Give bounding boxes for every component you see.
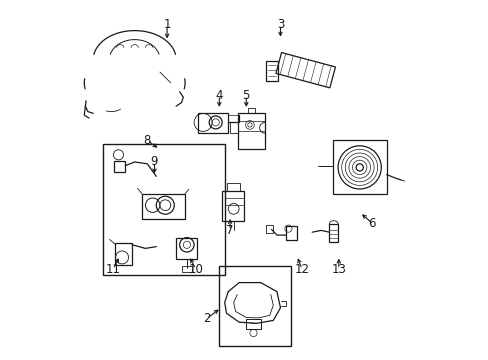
Bar [176,238,197,259]
Text: 2: 2 [203,312,210,325]
Bar [197,113,228,133]
Text: 8: 8 [143,134,151,147]
Bar [332,140,386,194]
Bar [219,266,291,346]
Bar [275,53,335,88]
Text: 9: 9 [150,156,158,168]
Text: 5: 5 [242,89,249,102]
Bar [238,113,264,149]
Bar [230,122,238,133]
Bar [329,224,338,242]
Text: 3: 3 [276,18,284,31]
Text: 7: 7 [226,224,233,237]
Bar [227,183,239,191]
Bar [182,266,192,272]
Text: 10: 10 [188,263,203,276]
Bar [115,243,132,265]
Text: 6: 6 [368,217,375,230]
Bar [265,225,272,233]
Bar [142,194,185,219]
Bar [222,191,244,221]
Bar [266,61,277,81]
Text: 4: 4 [215,89,223,102]
Text: 11: 11 [105,263,121,276]
Text: 1: 1 [163,18,170,31]
Bar [114,161,125,172]
Bar [246,319,260,329]
Text: 13: 13 [331,263,346,276]
Text: 12: 12 [294,263,309,276]
Bar [285,226,296,240]
Bar [103,144,225,275]
